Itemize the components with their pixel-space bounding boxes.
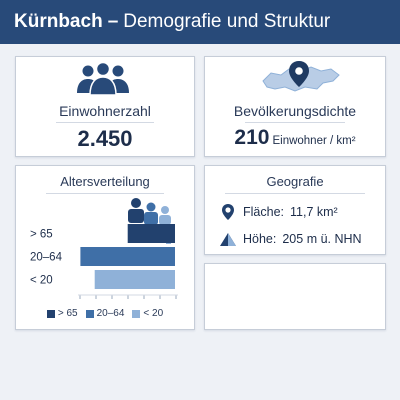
population-value: 2.450	[77, 126, 133, 151]
age-title: Altersverteilung	[60, 174, 150, 189]
area-value: 11,7 km²	[290, 205, 338, 219]
legend-item-working: 20–64	[85, 308, 125, 319]
map-pin-icon	[262, 61, 340, 92]
age-chart: > 65 20–64 < 20	[30, 198, 178, 299]
people-icon	[77, 61, 129, 95]
age-category-label: < 20	[30, 275, 53, 287]
legend-item-under20: < 20	[132, 308, 163, 319]
population-card: Einwohnerzahl 2.450	[15, 56, 195, 157]
legend-swatch-under20	[132, 309, 141, 318]
age-axis-ticks	[78, 294, 178, 299]
geography-card: Geografie Fläche: 11,7 km² Höhe: 205 m ü…	[204, 165, 386, 255]
density-card: Bevölkerungsdichte 210 Einwohner / km²	[204, 56, 386, 157]
population-divider	[56, 122, 154, 123]
legend-swatch-over65	[46, 309, 55, 318]
age-bar	[94, 270, 175, 289]
age-category-labels: > 65 20–64 < 20	[30, 229, 63, 287]
density-value-row: 210 Einwohner / km²	[205, 126, 385, 150]
density-unit: Einwohner / km²	[272, 135, 356, 147]
age-category-label: > 65	[30, 229, 53, 241]
age-bar	[80, 247, 175, 266]
height-label: Höhe:	[243, 232, 277, 246]
legend-label-working: 20–64	[96, 308, 125, 319]
population-label: Einwohnerzahl	[59, 103, 151, 119]
area-row: Fläche: 11,7 km²	[219, 203, 338, 221]
age-category-label: 20–64	[30, 252, 63, 264]
density-value: 210	[234, 126, 270, 149]
legend-item-over65: > 65	[46, 308, 78, 319]
height-value: 205 m ü. NHN	[282, 232, 362, 246]
age-legend: > 65 20–64 < 20	[16, 308, 194, 319]
town-name: Kürnbach	[14, 11, 103, 32]
age-distribution-card: Altersverteilung > 65 20–64 < 20 > 65 20–6…	[15, 165, 195, 330]
title-separator: –	[107, 11, 119, 32]
mountain-icon	[220, 233, 236, 246]
legend-label-over65: > 65	[57, 308, 78, 319]
density-divider	[245, 122, 345, 123]
age-divider	[46, 193, 164, 194]
empty-card	[204, 263, 386, 330]
page-subtitle: Demografie und Struktur	[123, 11, 331, 32]
age-bars	[80, 224, 175, 289]
page-header: Kürnbach – Demografie und Struktur	[0, 0, 400, 44]
density-label: Bevölkerungsdichte	[233, 103, 357, 119]
area-label: Fläche:	[243, 205, 284, 219]
height-row: Höhe: 205 m ü. NHN	[219, 230, 362, 248]
geography-divider	[225, 193, 365, 194]
legend-label-under20: < 20	[143, 308, 164, 319]
age-bar	[127, 224, 175, 243]
geography-title: Geografie	[266, 174, 324, 189]
legend-swatch-working	[85, 309, 94, 318]
location-pin-icon	[222, 204, 234, 220]
